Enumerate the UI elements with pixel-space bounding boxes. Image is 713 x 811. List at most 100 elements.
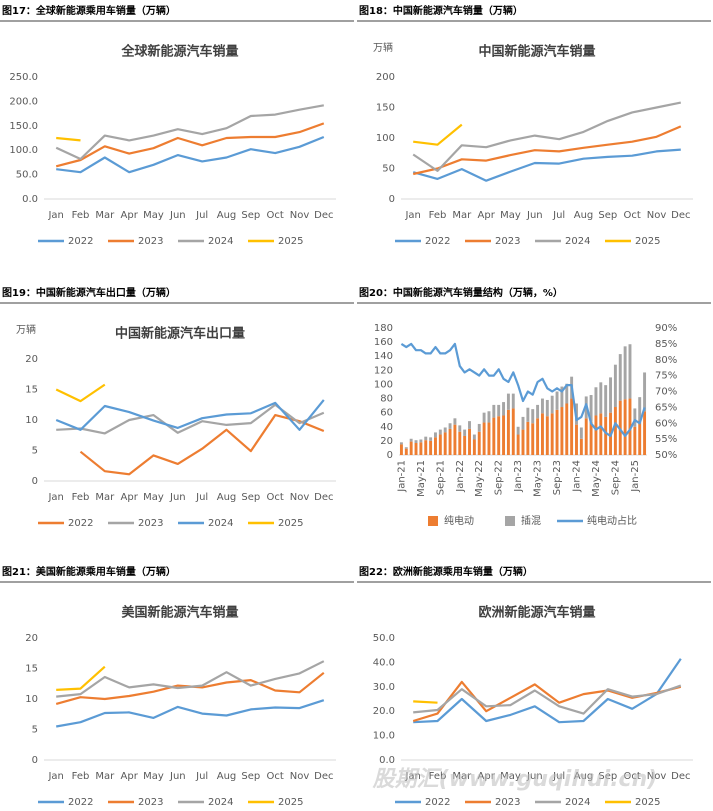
x-tick-label: Jan: [404, 210, 420, 221]
x-tick-label: Aug: [574, 771, 594, 782]
chart-panel: 图22：欧洲新能源乘用车销量（万辆） 欧洲新能源汽车销量 0.0 10.0 20.0 30…: [357, 565, 711, 808]
y2-tick-label: 85%: [655, 339, 677, 350]
bar: [618, 354, 622, 401]
bar: [453, 424, 457, 455]
y-tick-label: 0.0: [22, 194, 38, 205]
x-tick-label: Mar: [452, 210, 472, 221]
series-line: [55, 122, 325, 168]
bar: [399, 442, 403, 445]
x-tick-label: May-21: [416, 460, 427, 497]
figure-header: 图22：欧洲新能源乘用车销量（万辆）: [359, 565, 533, 578]
bar: [438, 434, 442, 455]
x-tick-label: Apr: [478, 771, 496, 782]
y-axis-label: 万辆: [16, 323, 36, 336]
bar: [613, 364, 617, 408]
bar: [472, 439, 476, 455]
bar: [502, 402, 506, 416]
x-tick-label: May-22: [474, 460, 485, 497]
x-tick-label: Jan-25: [630, 460, 641, 493]
y-tick-label: 80: [380, 394, 393, 405]
bar: [623, 399, 627, 455]
x-tick-label: Jan-24: [571, 460, 582, 493]
figure-header: 图21：美国新能源乘用车销量（万辆）: [2, 565, 176, 578]
bar: [555, 409, 559, 455]
bar: [492, 417, 496, 455]
bar: [409, 441, 413, 455]
x-tick-label: Jan: [404, 771, 420, 782]
x-tick-label: Sep: [241, 771, 260, 782]
bar: [463, 429, 467, 436]
x-tick-label: Oct: [267, 771, 284, 782]
series-line: [412, 101, 682, 172]
series-line: [56, 135, 325, 174]
legend-label: 2022: [68, 797, 93, 808]
bar: [497, 404, 501, 417]
bar: [638, 397, 642, 421]
series-line: [56, 403, 325, 435]
x-tick-label: Jul: [552, 771, 565, 782]
bar: [628, 344, 632, 399]
bar: [506, 393, 510, 410]
x-tick-label: Jun: [169, 771, 186, 782]
x-tick-label: Jan-23: [513, 460, 524, 493]
bar: [643, 411, 647, 455]
x-tick-label: Jun: [526, 771, 543, 782]
x-tick-label: Feb: [429, 210, 447, 221]
x-tick-label: Feb: [72, 492, 90, 503]
series-line: [413, 700, 438, 704]
bar: [429, 440, 433, 455]
y2-tick-label: 65%: [655, 402, 677, 413]
legend-label: 纯电动: [444, 514, 474, 527]
x-tick-label: Jul: [552, 210, 565, 221]
y-tick-label: 40: [380, 422, 393, 433]
bar: [492, 404, 496, 418]
bar: [448, 428, 452, 455]
x-tick-label: May-24: [591, 460, 602, 497]
x-tick-label: Mar: [95, 492, 115, 503]
bar: [487, 422, 491, 455]
x-tick-label: Sep-24: [610, 460, 621, 495]
legend-label: 2024: [208, 797, 233, 808]
y-tick-label: 50: [382, 164, 395, 175]
legend-label: 插混: [521, 514, 541, 527]
bar: [570, 398, 574, 455]
bar: [531, 423, 535, 455]
series-line: [55, 399, 325, 431]
y-tick-label: 100: [376, 133, 395, 144]
series-line: [56, 136, 81, 142]
bar: [540, 398, 544, 414]
legend-label: 2023: [495, 236, 520, 247]
bar: [506, 409, 510, 455]
x-tick-label: Dec: [314, 492, 333, 503]
y-tick-label: 160: [374, 337, 393, 348]
x-tick-label: Oct: [624, 210, 641, 221]
y-tick-label: 20.0: [373, 706, 395, 717]
series-line: [413, 123, 463, 146]
x-tick-label: Oct: [267, 210, 284, 221]
bar: [458, 425, 462, 432]
series-line: [56, 665, 106, 691]
x-tick-label: Mar: [452, 771, 472, 782]
x-tick-label: Jan-21: [396, 460, 407, 493]
bar: [526, 421, 530, 455]
bar: [419, 439, 423, 443]
y-tick-label: 10: [25, 415, 38, 426]
y-tick-label: 15: [25, 664, 38, 675]
bar: [453, 418, 457, 425]
x-tick-label: Mar: [95, 771, 115, 782]
x-tick-label: Jan: [47, 492, 63, 503]
y-tick-label: 30.0: [373, 682, 395, 693]
series-line: [400, 342, 646, 437]
y-tick-label: 60: [380, 408, 393, 419]
legend-label: 2023: [495, 797, 520, 808]
bar: [482, 422, 486, 455]
x-tick-label: Aug: [574, 210, 594, 221]
bar: [404, 447, 408, 449]
x-tick-label: Aug: [217, 492, 237, 503]
bar: [419, 442, 423, 455]
y-tick-label: 20: [380, 436, 393, 447]
y2-tick-label: 70%: [655, 387, 677, 398]
x-tick-label: Feb: [72, 210, 90, 221]
legend-label: 2023: [138, 236, 163, 247]
x-tick-label: Feb: [72, 771, 90, 782]
